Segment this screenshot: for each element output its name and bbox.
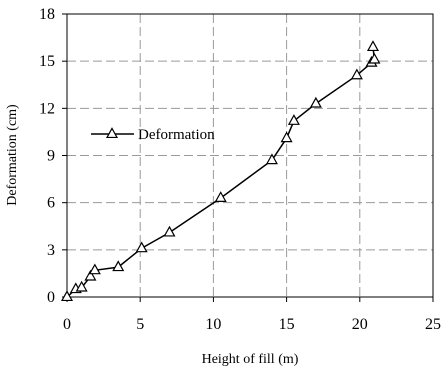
y-tick-label: 12	[39, 100, 55, 117]
y-axis-title: Deformation (cm)	[5, 104, 20, 206]
y-tick-labels: 0 3 6 9 12 15 18	[39, 6, 55, 306]
data-point-marker	[366, 40, 379, 52]
x-tick-labels: 0 5 10 15 20 25	[63, 316, 441, 333]
data-point-marker	[163, 225, 176, 237]
data-point-marker	[214, 191, 227, 202]
legend-label: Deformation	[138, 127, 215, 143]
data-point-marker	[265, 153, 278, 165]
data-point-marker	[368, 52, 381, 64]
series-group	[60, 40, 381, 302]
legend: Deformation	[91, 127, 215, 143]
x-axis-title: Height of fill (m)	[202, 352, 299, 367]
y-tick-label: 0	[47, 289, 55, 306]
y-tick-label: 3	[47, 242, 55, 259]
x-tick-label: 20	[352, 316, 368, 333]
x-tick-label: 10	[205, 316, 221, 333]
y-tick-label: 15	[39, 53, 55, 70]
data-point-marker	[75, 280, 88, 292]
y-tick-label: 6	[47, 195, 55, 212]
data-point-marker	[287, 114, 300, 125]
data-point-marker	[135, 241, 148, 253]
data-point-marker	[60, 290, 74, 302]
data-point-marker	[84, 269, 97, 281]
data-point-marker	[280, 131, 293, 143]
y-tick-label: 9	[47, 148, 55, 165]
y-tick-label: 18	[39, 6, 55, 23]
axes	[62, 13, 434, 302]
x-tick-label: 25	[425, 316, 441, 333]
x-tick-label: 0	[63, 316, 71, 333]
data-point-marker	[112, 260, 125, 272]
data-point-marker	[350, 68, 363, 80]
x-tick-label: 15	[279, 316, 295, 333]
data-point-marker	[309, 96, 322, 108]
legend-triangle-marker	[105, 127, 119, 139]
series-line	[66, 46, 376, 298]
x-tick-label: 5	[136, 316, 144, 333]
grid-lines	[67, 14, 433, 297]
data-point-marker	[88, 263, 101, 275]
